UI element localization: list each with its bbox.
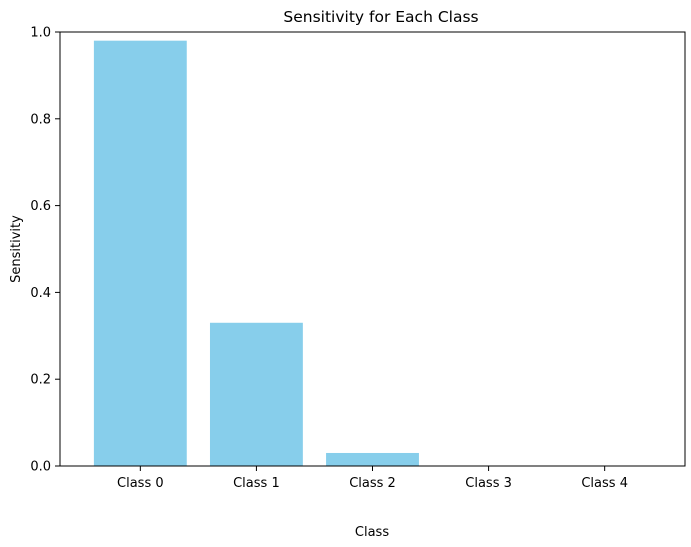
x-tick-label: Class 2 <box>349 476 396 491</box>
y-axis-label: Sensitivity <box>9 215 24 283</box>
bar-class-2 <box>326 452 419 466</box>
y-axis: 0.0 0.2 0.4 0.6 0.8 1.0 <box>30 26 60 475</box>
bar-class-0 <box>93 40 187 467</box>
x-axis-label: Class <box>355 525 389 540</box>
bar-class-1 <box>209 322 303 466</box>
plot-frame <box>59 31 686 467</box>
x-axis: Class 0 Class 1 Class 2 Class 3 Class 4 <box>117 466 628 491</box>
y-tick-label: 0.2 <box>30 373 51 388</box>
y-tick-label: 0.0 <box>30 460 51 475</box>
y-tick-label: 1.0 <box>30 26 51 41</box>
x-tick-label: Class 0 <box>117 476 164 491</box>
chart-title: Sensitivity for Each Class <box>283 8 478 26</box>
x-tick-label: Class 3 <box>465 476 512 491</box>
bars-group <box>93 40 419 467</box>
x-tick-label: Class 1 <box>233 476 280 491</box>
y-tick-label: 0.6 <box>30 199 51 214</box>
y-tick-label: 0.4 <box>30 286 51 301</box>
y-tick-label: 0.8 <box>30 112 51 127</box>
x-tick-label: Class 4 <box>581 476 628 491</box>
